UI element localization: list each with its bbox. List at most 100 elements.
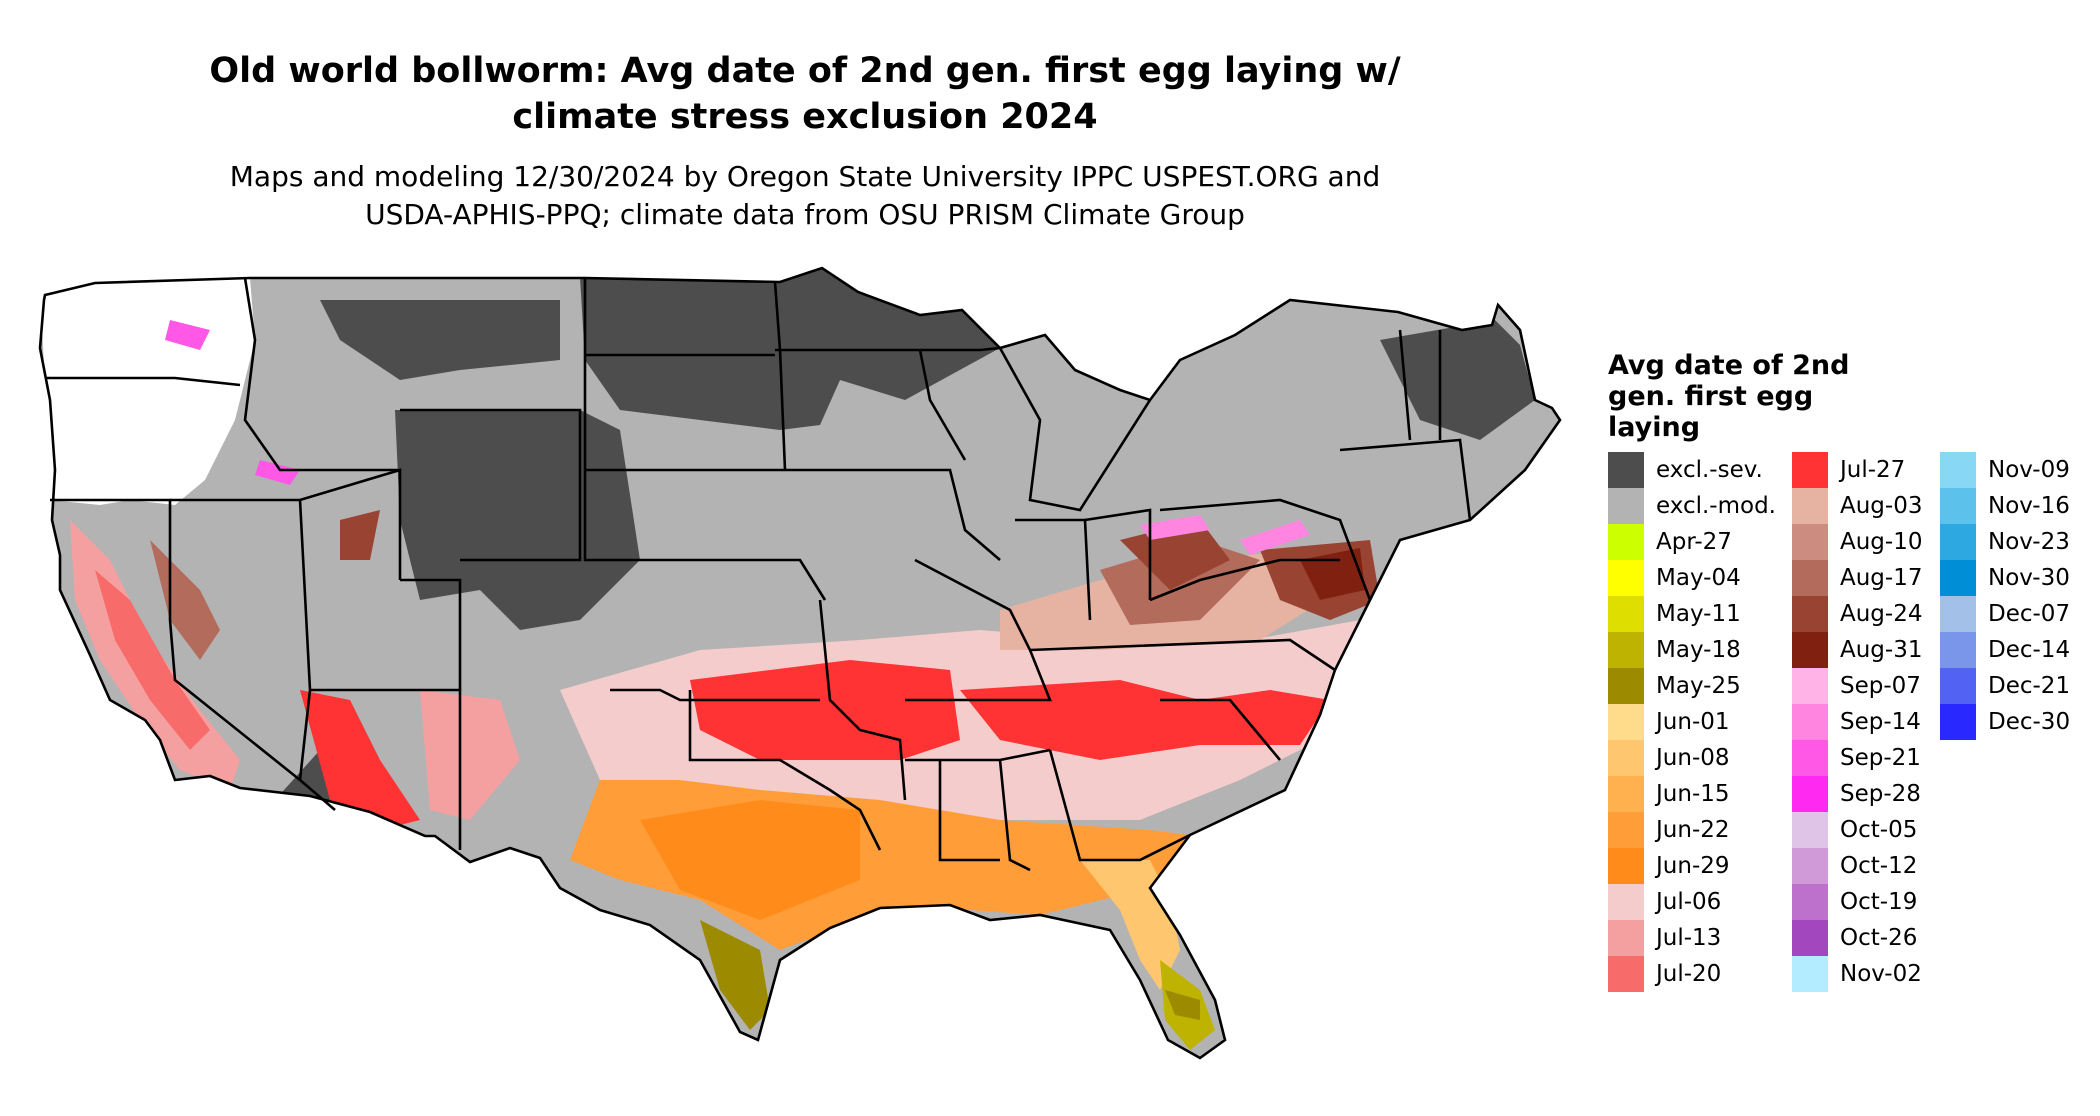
legend-item: Dec-21: [1940, 668, 2100, 704]
legend-swatch: [1608, 920, 1644, 956]
legend-label: Aug-03: [1840, 493, 1923, 519]
legend-label: Dec-30: [1988, 709, 2071, 735]
legend-title-line-3: laying: [1608, 412, 1701, 443]
legend-swatch: [1792, 920, 1828, 956]
legend-label: Jun-29: [1656, 853, 1730, 879]
legend-swatch: [1940, 560, 1976, 596]
legend-item: Dec-14: [1940, 632, 2100, 668]
legend-item: Jun-15: [1608, 776, 1788, 812]
legend-item: Dec-30: [1940, 704, 2100, 740]
legend-item: Sep-07: [1792, 668, 1972, 704]
legend-label: Aug-31: [1840, 637, 1923, 663]
legend-swatch: [1792, 560, 1828, 596]
legend-label: Jun-22: [1656, 817, 1730, 843]
legend-label: Nov-16: [1988, 493, 2070, 519]
legend-swatch: [1608, 596, 1644, 632]
legend-item: Oct-12: [1792, 848, 1972, 884]
legend-item: Oct-26: [1792, 920, 1972, 956]
legend-swatch: [1792, 524, 1828, 560]
us-map: [38, 266, 1562, 1060]
legend-item: Oct-05: [1792, 812, 1972, 848]
legend-label: Oct-05: [1840, 817, 1918, 843]
legend-swatch: [1608, 812, 1644, 848]
legend-swatch: [1608, 776, 1644, 812]
legend-swatch: [1940, 632, 1976, 668]
legend-swatch: [1792, 740, 1828, 776]
legend-label: Jul-27: [1840, 457, 1906, 483]
legend-label: Sep-07: [1840, 673, 1921, 699]
legend-swatch: [1940, 452, 1976, 488]
legend-item: Apr-27: [1608, 524, 1788, 560]
legend-label: Aug-17: [1840, 565, 1923, 591]
legend-item: Aug-17: [1792, 560, 1972, 596]
legend-item: Jul-06: [1608, 884, 1788, 920]
legend-swatch: [1792, 848, 1828, 884]
legend-label: Dec-07: [1988, 601, 2071, 627]
legend-swatch: [1792, 668, 1828, 704]
map-subtitle-line-1: Maps and modeling 12/30/2024 by Oregon S…: [229, 160, 1381, 193]
legend-item: Jun-22: [1608, 812, 1788, 848]
legend-swatch: [1608, 848, 1644, 884]
legend-item: Nov-02: [1792, 956, 1972, 992]
legend-swatch: [1608, 704, 1644, 740]
legend-swatch: [1940, 488, 1976, 524]
map-title-line-2: climate stress exclusion 2024: [512, 97, 1098, 137]
legend-item: Nov-30: [1940, 560, 2100, 596]
legend-label: Aug-10: [1840, 529, 1923, 555]
map-subtitle: Maps and modeling 12/30/2024 by Oregon S…: [90, 158, 1520, 234]
legend-item: Dec-07: [1940, 596, 2100, 632]
legend-item: Sep-14: [1792, 704, 1972, 740]
legend-item: Aug-03: [1792, 488, 1972, 524]
legend-label: Dec-14: [1988, 637, 2071, 663]
legend-swatch: [1792, 596, 1828, 632]
legend-item: Jul-20: [1608, 956, 1788, 992]
legend-item: Nov-09: [1940, 452, 2100, 488]
legend-label: Sep-14: [1840, 709, 1921, 735]
legend-label: Nov-02: [1840, 961, 1922, 987]
legend-label: excl.-mod.: [1656, 493, 1776, 519]
map-regions: [40, 268, 1560, 1058]
legend-title: Avg date of 2nd gen. first egg laying: [1608, 350, 1908, 443]
legend-title-line-2: gen. first egg: [1608, 381, 1814, 412]
legend-item: Jul-27: [1792, 452, 1972, 488]
state-borders: [38, 266, 1562, 1060]
legend-swatch: [1792, 956, 1828, 992]
legend-swatch: [1940, 668, 1976, 704]
legend-item: Jun-01: [1608, 704, 1788, 740]
legend-swatch: [1608, 524, 1644, 560]
legend-item: Oct-19: [1792, 884, 1972, 920]
legend-item: Jul-13: [1608, 920, 1788, 956]
legend-item: May-25: [1608, 668, 1788, 704]
legend-item: Nov-16: [1940, 488, 2100, 524]
legend-item: Aug-24: [1792, 596, 1972, 632]
legend-label: Jul-06: [1656, 889, 1722, 915]
legend-item: Sep-28: [1792, 776, 1972, 812]
legend-item: Sep-21: [1792, 740, 1972, 776]
legend-item: excl.-sev.: [1608, 452, 1788, 488]
legend-label: Jun-08: [1656, 745, 1730, 771]
legend-swatch: [1792, 488, 1828, 524]
legend-label: excl.-sev.: [1656, 457, 1763, 483]
legend-label: Nov-09: [1988, 457, 2070, 483]
legend-item: excl.-mod.: [1608, 488, 1788, 524]
legend-swatch: [1792, 776, 1828, 812]
legend-swatch: [1608, 668, 1644, 704]
legend-swatch: [1792, 704, 1828, 740]
legend-label: Apr-27: [1656, 529, 1732, 555]
legend-label: May-04: [1656, 565, 1741, 591]
legend-item: Jun-08: [1608, 740, 1788, 776]
legend-item: May-11: [1608, 596, 1788, 632]
legend-label: Jun-15: [1656, 781, 1730, 807]
legend-swatch: [1792, 884, 1828, 920]
legend-label: Sep-21: [1840, 745, 1921, 771]
legend-swatch: [1940, 704, 1976, 740]
map-title-line-1: Old world bollworm: Avg date of 2nd gen.…: [209, 51, 1401, 91]
legend-item: Nov-23: [1940, 524, 2100, 560]
map-title: Old world bollworm: Avg date of 2nd gen.…: [90, 48, 1520, 140]
legend-swatch: [1608, 956, 1644, 992]
legend-swatch: [1608, 884, 1644, 920]
legend-swatch: [1792, 632, 1828, 668]
legend-label: Nov-30: [1988, 565, 2070, 591]
legend-swatch: [1940, 596, 1976, 632]
legend-label: Aug-24: [1840, 601, 1923, 627]
